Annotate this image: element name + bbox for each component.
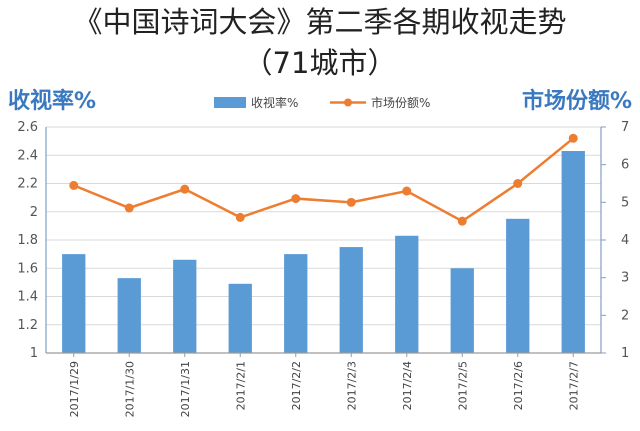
line-point <box>568 133 578 143</box>
bar <box>173 259 197 353</box>
x-tick-label: 2017/2/2 <box>290 361 303 410</box>
right-tick-label: 1 <box>621 346 629 361</box>
line-point <box>124 203 134 213</box>
line-point <box>235 212 245 222</box>
left-tick-label: 1.6 <box>17 261 38 276</box>
left-tick-label: 2.4 <box>17 148 38 163</box>
bar <box>339 247 363 353</box>
x-tick-label: 2017/2/6 <box>512 361 525 410</box>
left-tick-label: 1.4 <box>17 290 38 305</box>
bar <box>561 151 585 353</box>
x-tick-label: 2017/1/31 <box>179 361 192 417</box>
bar <box>284 254 308 353</box>
legend: 收视率% 市场份额% <box>214 95 430 110</box>
bar <box>228 283 252 353</box>
line-point <box>180 184 190 194</box>
x-tick-label: 2017/1/30 <box>123 361 136 417</box>
line-series <box>69 133 578 226</box>
x-tick-label: 2017/2/3 <box>345 361 358 410</box>
line-point <box>69 180 79 190</box>
right-tick-label: 7 <box>621 120 629 135</box>
legend-bar-label: 收视率% <box>251 95 298 110</box>
x-tick-label: 2017/2/5 <box>456 361 469 410</box>
line-point <box>346 197 356 207</box>
right-tick-label: 4 <box>621 233 629 248</box>
line-point <box>291 194 301 204</box>
right-tick-label: 3 <box>621 271 629 286</box>
x-tick-label: 2017/2/4 <box>401 361 414 410</box>
left-tick-label: 2.2 <box>17 177 38 192</box>
left-tick-label: 1 <box>30 346 38 361</box>
chart-title: 《中国诗词大会》第二季各期收视走势 <box>73 5 567 39</box>
bar <box>506 218 530 353</box>
x-tick-label: 2017/2/1 <box>234 361 247 410</box>
line-point <box>457 216 467 226</box>
x-tick-label: 2017/2/7 <box>567 361 580 410</box>
legend-bar-swatch <box>214 97 246 108</box>
line-point <box>402 186 412 196</box>
bar-series <box>62 151 585 353</box>
axes: 1 1.2 1.4 1.6 1.8 2 2.2 2.4 2.6 1 2 3 4 5 6 7 2017/1/29 2… <box>17 120 629 417</box>
left-tick-label: 2 <box>30 205 38 220</box>
left-tick-label: 1.2 <box>17 318 38 333</box>
line-point <box>513 179 523 188</box>
legend-line-marker <box>344 98 352 107</box>
bar <box>117 278 141 353</box>
x-tick-label: 2017/1/29 <box>68 361 81 417</box>
right-tick-label: 6 <box>621 158 629 173</box>
left-tick-label: 2.6 <box>17 120 38 135</box>
right-tick-label: 2 <box>621 308 629 323</box>
bar <box>395 235 419 353</box>
chart-subtitle: （71城市） <box>243 46 397 80</box>
right-axis-title: 市场份额% <box>522 88 632 114</box>
line-path <box>73 137 575 223</box>
bar <box>62 254 86 353</box>
left-axis-title: 收视率% <box>8 88 96 114</box>
left-tick-label: 1.8 <box>17 233 38 248</box>
bar <box>450 268 474 353</box>
legend-line-label: 市场份额% <box>371 95 430 110</box>
right-tick-label: 5 <box>621 195 629 210</box>
